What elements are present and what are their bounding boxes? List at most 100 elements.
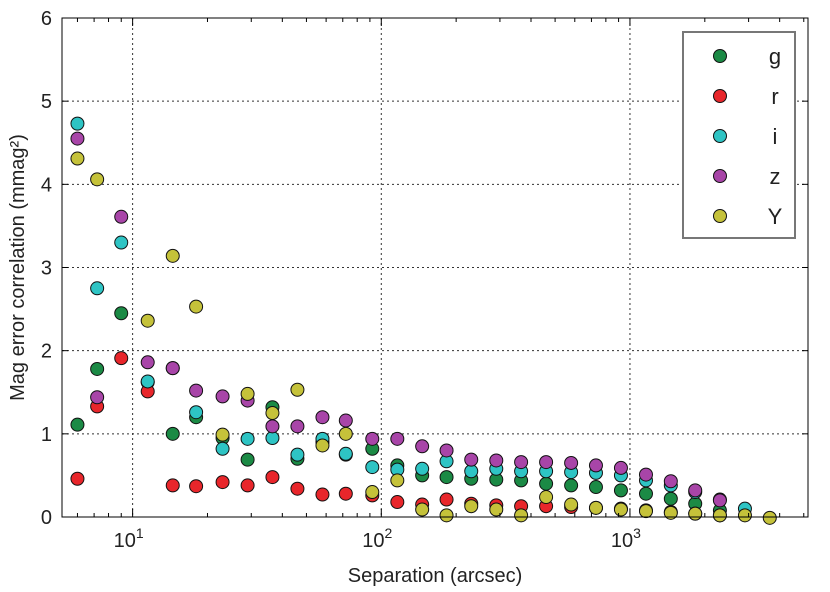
y-tick-label: 3: [41, 258, 52, 280]
y-tick-label: 5: [41, 91, 52, 113]
data-point-Y: [338, 426, 353, 441]
data-point-Y: [165, 248, 180, 263]
data-point-r: [189, 479, 204, 494]
data-point-Y: [315, 438, 330, 453]
data-point-z: [165, 361, 180, 376]
data-point-z: [365, 431, 380, 446]
data-point-z: [290, 419, 305, 434]
data-point-z: [215, 389, 230, 404]
y-axis-label: Mag error correlation (mmag²): [7, 134, 29, 401]
data-point-z: [539, 455, 554, 470]
legend-marker-Y: [713, 209, 727, 223]
data-point-Y: [712, 508, 727, 523]
data-point-i: [70, 116, 85, 131]
data-point-g: [638, 486, 653, 501]
series-i: [70, 116, 752, 516]
data-point-i: [415, 461, 430, 476]
data-point-r: [215, 475, 230, 490]
data-point-z: [663, 474, 678, 489]
data-point-g: [114, 306, 129, 321]
data-point-z: [265, 419, 280, 434]
data-point-r: [70, 471, 85, 486]
data-point-r: [315, 487, 330, 502]
data-point-z: [140, 355, 155, 370]
data-point-Y: [390, 473, 405, 488]
data-point-g: [439, 470, 454, 485]
data-point-z: [415, 439, 430, 454]
x-tick-label: 102: [362, 525, 392, 552]
data-point-Y: [290, 382, 305, 397]
data-point-Y: [439, 508, 454, 523]
y-tick-label: 6: [41, 8, 52, 30]
series-Y: [70, 151, 777, 525]
data-point-z: [464, 452, 479, 467]
y-tick-label: 0: [41, 507, 52, 529]
y-tick-label: 1: [41, 424, 52, 446]
legend-label-r: r: [771, 84, 778, 109]
data-point-Y: [539, 490, 554, 505]
data-point-Y: [365, 485, 380, 500]
legend-marker-z: [713, 169, 727, 183]
data-point-Y: [265, 406, 280, 421]
x-tick-labels: 101 102 103: [114, 525, 642, 552]
legend-label-z: z: [770, 164, 781, 189]
axis-ticks: [62, 17, 808, 518]
data-point-z: [588, 458, 603, 473]
data-point-z: [439, 443, 454, 458]
data-point-Y: [737, 508, 752, 523]
data-point-g: [165, 426, 180, 441]
data-point-i: [240, 431, 255, 446]
data-point-i: [290, 447, 305, 462]
data-point-i: [215, 441, 230, 456]
data-point-r: [114, 351, 129, 366]
series-z: [70, 131, 727, 508]
legend-box: [682, 31, 796, 239]
data-point-g: [588, 480, 603, 495]
data-point-Y: [464, 499, 479, 514]
data-point-z: [338, 413, 353, 428]
data-point-z: [514, 455, 529, 470]
data-point-i: [464, 464, 479, 479]
data-point-Y: [415, 502, 430, 517]
legend-label-g: g: [769, 44, 781, 69]
data-point-r: [439, 492, 454, 507]
data-point-r: [165, 478, 180, 493]
data-point-Y: [564, 497, 579, 512]
data-point-z: [189, 383, 204, 398]
data-point-Y: [90, 172, 105, 187]
data-point-g: [564, 478, 579, 493]
data-point-Y: [140, 313, 155, 328]
legend-label-i: i: [773, 124, 778, 149]
data-point-Y: [70, 151, 85, 166]
data-point-z: [70, 131, 85, 146]
y-tick-label: 4: [41, 174, 52, 196]
data-point-z: [90, 390, 105, 405]
legend-marker-i: [713, 129, 727, 143]
data-point-Y: [762, 510, 777, 525]
data-point-i: [338, 446, 353, 461]
data-point-Y: [189, 299, 204, 314]
legend-label-Y: Y: [768, 204, 783, 229]
data-point-z: [489, 453, 504, 468]
data-point-Y: [240, 386, 255, 401]
data-point-Y: [514, 508, 529, 523]
legend-marker-g: [713, 49, 727, 63]
data-point-r: [265, 470, 280, 485]
data-point-i: [189, 405, 204, 420]
x-axis-label: Separation (arcsec): [348, 565, 523, 587]
data-point-g: [240, 452, 255, 467]
data-point-i: [365, 460, 380, 475]
data-point-g: [70, 417, 85, 432]
data-point-g: [663, 491, 678, 506]
data-point-g: [613, 483, 628, 498]
data-point-z: [712, 493, 727, 508]
data-point-z: [564, 455, 579, 470]
data-point-Y: [638, 504, 653, 519]
data-point-z: [390, 431, 405, 446]
y-tick-label: 2: [41, 341, 52, 363]
data-point-z: [315, 410, 330, 425]
x-tick-label: 103: [611, 525, 641, 552]
data-point-g: [539, 476, 554, 491]
